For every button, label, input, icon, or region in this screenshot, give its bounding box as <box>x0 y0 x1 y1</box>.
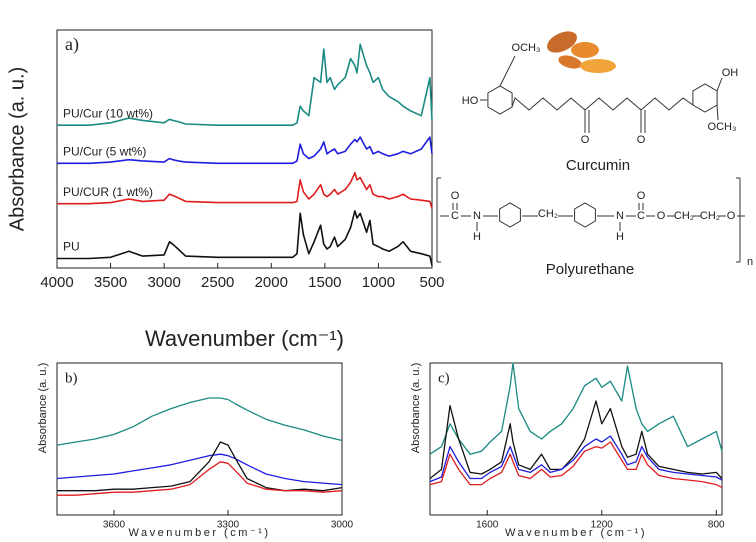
spectrum-line <box>57 442 342 491</box>
atom-label: N <box>616 210 624 222</box>
atom-label: O <box>637 190 646 202</box>
atom-label: H <box>616 231 624 243</box>
x-tick-label: 800 <box>708 520 725 531</box>
series-label: PU/CUR (1 wt%) <box>63 185 153 199</box>
spectrum-line <box>430 363 722 454</box>
spectrum-line <box>57 211 432 266</box>
x-tick-label: 2500 <box>201 274 234 291</box>
spectrum-line <box>57 454 342 484</box>
spectrum-line <box>57 398 342 445</box>
atom-label: O <box>727 210 736 222</box>
series-label: PU/Cur (5 wt%) <box>63 144 146 158</box>
turmeric-picture <box>544 27 616 73</box>
x-tick-label: 3500 <box>94 274 127 291</box>
chain-bond <box>512 98 693 110</box>
spectrum-line <box>430 401 722 479</box>
atom-label: CH₂ <box>674 210 694 222</box>
turmeric-powder <box>580 59 616 73</box>
atom-label: OCH₃ <box>708 121 737 133</box>
polyurethane-structure: O C N H CH₂ N H O C O CH₂ CH₂ O n Polyur… <box>437 178 753 278</box>
x-tick-label: 4000 <box>40 274 73 291</box>
atom-label: H <box>473 231 481 243</box>
atom-label: O <box>637 134 646 146</box>
y-axis-label: Absorbance (a. u.) <box>6 67 28 232</box>
x-tick-label: 3600 <box>103 520 126 531</box>
bond <box>500 56 515 86</box>
x-tick-label: 1500 <box>308 274 341 291</box>
bond <box>717 78 722 91</box>
repeat-index: n <box>747 256 753 268</box>
turmeric-root <box>571 42 599 58</box>
spectrum-line <box>430 436 722 482</box>
x-axis-label: Wavenumber (cm⁻¹) <box>505 527 647 539</box>
x-axis-label: Wavenumber (cm⁻¹) <box>128 527 270 539</box>
atom-label: HO <box>462 95 479 107</box>
benzene-ring <box>575 203 596 227</box>
series-label: PU <box>63 240 80 254</box>
y-axis-label: Absorbance (a. u.) <box>37 363 49 454</box>
series-label: PU/Cur (10 wt%) <box>63 106 153 120</box>
plot-frame <box>57 363 342 515</box>
atom-label: O <box>581 134 590 146</box>
y-axis-label: Absorbance (a. u.) <box>410 363 422 454</box>
structure-name: Polyurethane <box>546 261 634 278</box>
atom-label: C <box>637 210 645 222</box>
atom-label: CH₂ <box>538 208 558 220</box>
atom-label: C <box>451 210 459 222</box>
atom-label: O <box>657 210 666 222</box>
plot-frame <box>430 363 722 515</box>
benzene-ring <box>693 84 717 112</box>
spectrum-line <box>430 442 722 488</box>
atom-label: O <box>451 190 460 202</box>
panel-label: a) <box>65 34 79 55</box>
x-axis-label: Wavenumber (cm⁻¹) <box>145 326 344 351</box>
atom-label: CH₂ <box>700 210 720 222</box>
atom-label: N <box>473 210 481 222</box>
x-tick-label: 1000 <box>362 274 395 291</box>
x-tick-label: 2000 <box>255 274 288 291</box>
x-tick-label: 500 <box>419 274 444 291</box>
structure-name: Curcumin <box>566 157 630 174</box>
bond <box>717 105 718 120</box>
benzene-ring <box>500 203 521 227</box>
benzene-ring <box>488 86 512 114</box>
x-tick-label: 3000 <box>147 274 180 291</box>
x-tick-label: 3000 <box>331 520 354 531</box>
atom-label: OCH₃ <box>512 42 541 54</box>
atom-label: OH <box>722 67 739 79</box>
panel-label: b) <box>65 370 78 386</box>
figure: OCH₃ HO O O OH OCH₃ Curcumin O C N H CH₂… <box>0 0 756 542</box>
x-tick-label: 1600 <box>476 520 499 531</box>
panel-label: c) <box>438 370 450 386</box>
